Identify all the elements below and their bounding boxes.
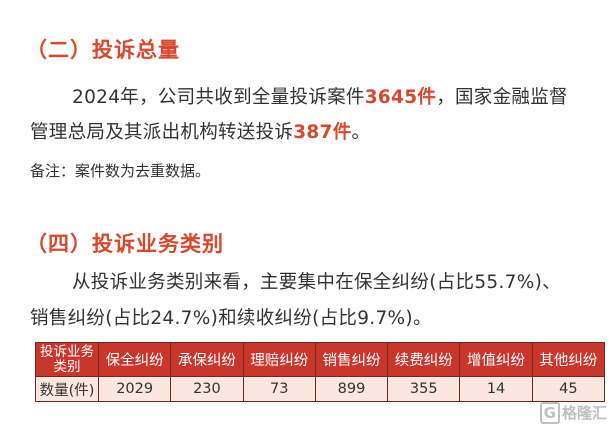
table-row: 数量(件) 2029 230 73 899 355 14 45	[35, 376, 606, 402]
paragraph-category-line2: 销售纠纷(占比24.7%)和续收纠纷(占比9.7%)。	[30, 308, 432, 329]
note: 备注：案件数为去重数据。	[30, 162, 211, 180]
text: 管理总局及其派出机构转送投诉	[30, 122, 294, 143]
watermark-logo: G 格隆汇	[539, 402, 607, 424]
header-cell: 承保纠纷	[170, 342, 244, 377]
header-cell: 投诉业务类别	[35, 342, 99, 377]
text: 。	[351, 122, 371, 143]
highlight-total-count: 3645件	[364, 87, 437, 108]
highlight-transfer-count: 387件	[293, 122, 352, 143]
table-cell: 899	[314, 376, 389, 402]
table-cell: 45	[531, 376, 606, 402]
header-cell: 销售纠纷	[314, 342, 389, 377]
text: ，国家金融监督	[436, 87, 568, 108]
table-cell: 73	[242, 376, 316, 402]
table-cell: 230	[170, 376, 244, 402]
section-heading-category: （四）投诉业务类别	[26, 232, 224, 256]
header-cell: 保全纠纷	[97, 342, 172, 377]
watermark-text: 格隆汇	[561, 404, 607, 422]
header-cell: 续费纠纷	[387, 342, 461, 377]
table-header-row: 投诉业务类别 保全纠纷 承保纠纷 理赔纠纷 销售纠纷 续费纠纷 增值纠纷 其他纠…	[35, 342, 606, 377]
header-cell: 理赔纠纷	[242, 342, 316, 377]
row-label: 数量(件)	[35, 376, 99, 402]
table-cell: 14	[459, 376, 533, 402]
text: 2024年，公司共收到全量投诉案件	[72, 87, 365, 108]
header-cell: 其他纠纷	[531, 342, 606, 377]
header-cell: 增值纠纷	[459, 342, 533, 377]
paragraph-category-line1: 从投诉业务类别来看，主要集中在保全纠纷(占比55.7%)、	[72, 272, 561, 293]
table-cell: 2029	[97, 376, 172, 402]
section-heading-total: （二）投诉总量	[26, 38, 180, 62]
complaint-category-table: 投诉业务类别 保全纠纷 承保纠纷 理赔纠纷 销售纠纷 续费纠纷 增值纠纷 其他纠…	[35, 342, 606, 402]
paragraph-total-line2: 管理总局及其派出机构转送投诉387件。	[30, 118, 370, 144]
paragraph-total-line1: 2024年，公司共收到全量投诉案件3645件，国家金融监督	[72, 83, 568, 109]
table-cell: 355	[387, 376, 461, 402]
